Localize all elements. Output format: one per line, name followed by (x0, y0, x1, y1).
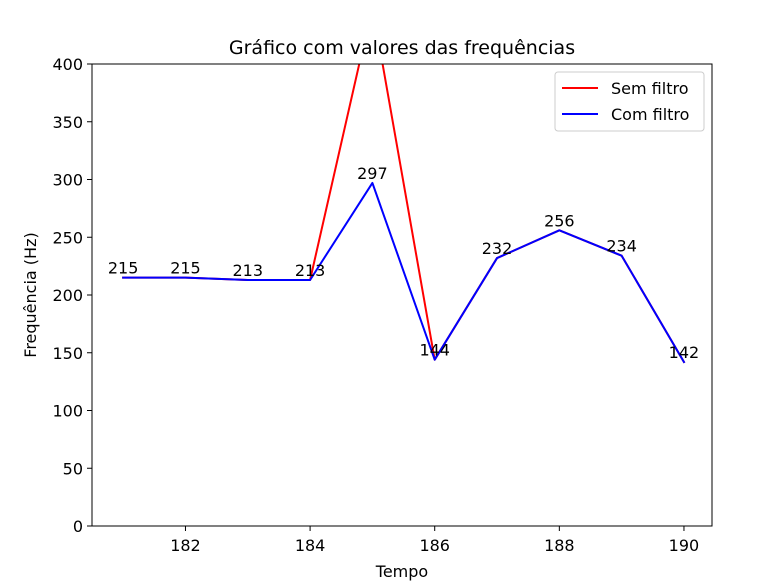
y-tick-label: 0 (73, 517, 83, 536)
x-tick-label: 186 (419, 536, 450, 555)
x-tick-label: 188 (544, 536, 575, 555)
data-label: 232 (482, 239, 513, 258)
data-label: 213 (295, 261, 326, 280)
x-tick-label: 190 (669, 536, 700, 555)
x-tick-label: 182 (170, 536, 201, 555)
x-tick-label: 184 (295, 536, 326, 555)
y-axis-label: Frequência (Hz) (21, 232, 40, 357)
y-tick-label: 50 (63, 459, 83, 478)
y-tick-label: 100 (52, 402, 83, 421)
legend: Sem filtro Com filtro (554, 71, 705, 132)
data-label: 215 (108, 259, 139, 278)
legend-label-sem-filtro: Sem filtro (611, 79, 688, 98)
legend-box (554, 71, 705, 132)
y-tick-label: 400 (52, 55, 83, 74)
y-tick-label: 150 (52, 344, 83, 363)
x-axis-label: Tempo (375, 562, 428, 581)
y-tick-label: 350 (52, 113, 83, 132)
y-tick-label: 200 (52, 286, 83, 305)
data-label: 256 (544, 211, 575, 230)
series-line-com-filtro (122, 181, 686, 364)
data-label: 215 (170, 259, 201, 278)
chart-title: Gráfico com valores das frequências (229, 37, 575, 59)
data-label: 234 (606, 237, 637, 256)
data-label: 142 (669, 343, 700, 362)
y-tick-label: 300 (52, 171, 83, 190)
data-label: 213 (233, 261, 264, 280)
y-tick-label: 250 (52, 228, 83, 247)
data-label: 297 (357, 164, 388, 183)
legend-label-com-filtro: Com filtro (611, 105, 689, 124)
data-label: 144 (419, 341, 450, 360)
